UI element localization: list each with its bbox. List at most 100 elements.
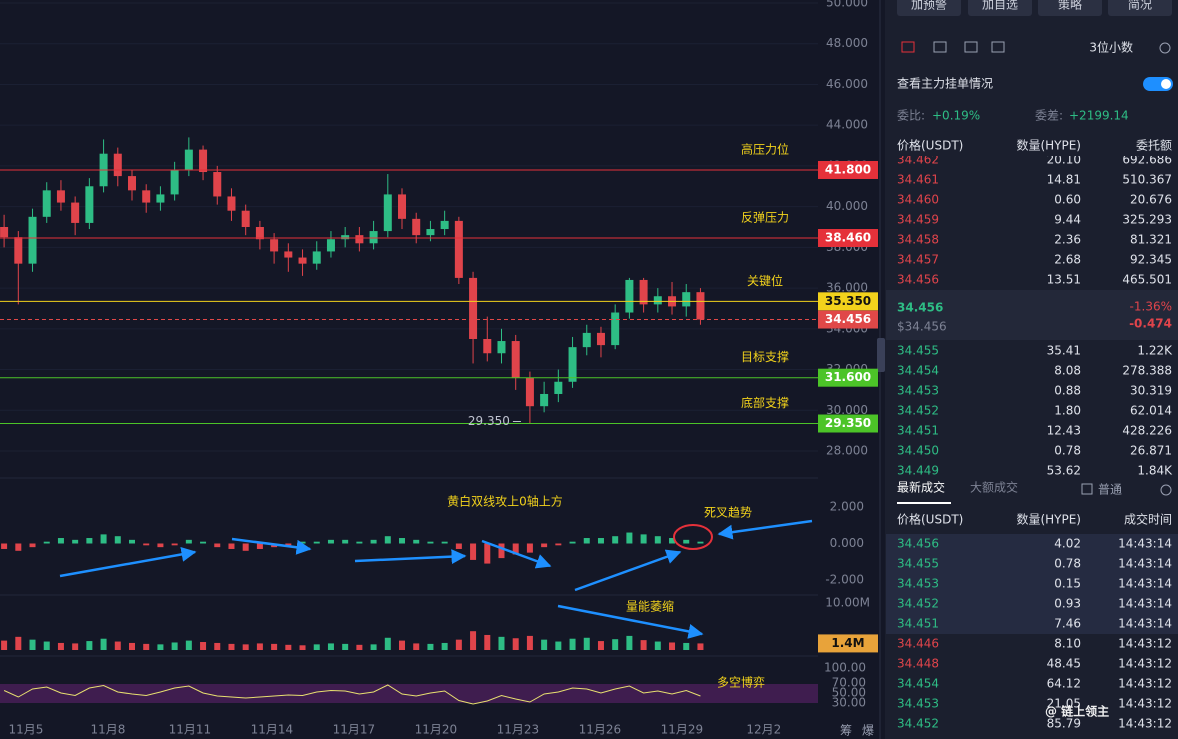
- change: -0.474: [1129, 317, 1172, 331]
- macd-bar: [285, 543, 292, 546]
- bid-cell: 8.08: [1054, 364, 1081, 378]
- rsi-tick-label: 30.00: [832, 696, 866, 710]
- ratio-value: +0.19%: [932, 109, 980, 123]
- volume-bar: [143, 643, 150, 650]
- footer-label: 筹: [840, 724, 852, 738]
- x-tick-label: 11月20: [415, 723, 458, 737]
- volume-bar: [157, 644, 164, 650]
- level-tag-label: 34.456: [825, 312, 871, 326]
- toolbar-button-label: 简况: [1128, 0, 1152, 12]
- trade-price: 34.448: [897, 657, 939, 671]
- panel-handle[interactable]: [877, 338, 885, 372]
- trade-header: 成交时间: [1124, 512, 1172, 527]
- level-note: 目标支撑: [741, 349, 789, 364]
- volume-bar: [214, 642, 221, 650]
- macd-bar: [100, 534, 107, 544]
- candle-body: [170, 169, 179, 195]
- volume-bar: [15, 636, 22, 650]
- arrow: [574, 549, 682, 592]
- macd-bar: [327, 539, 334, 544]
- macd-bar: [640, 534, 647, 544]
- ask-cell: 2.68: [1054, 253, 1081, 267]
- volume-bar: [327, 643, 334, 650]
- candle-body: [682, 292, 691, 307]
- trade-qty: 0.15: [1054, 577, 1081, 591]
- volume-bar: [441, 642, 448, 650]
- trade-qty: 7.46: [1054, 617, 1081, 631]
- bid-cell: 12.43: [1047, 424, 1081, 438]
- arrow: [354, 549, 467, 565]
- macd-bar: [427, 541, 434, 544]
- macd-bar: [43, 541, 50, 544]
- candle-body: [497, 341, 506, 354]
- macd-bar: [583, 538, 590, 544]
- macd-tick-label: -2.000: [825, 573, 864, 587]
- bid-cell: 34.453: [897, 384, 939, 398]
- trade-qty: 4.02: [1054, 537, 1081, 551]
- filter-checkbox[interactable]: [1081, 483, 1093, 495]
- main-orders-link[interactable]: 查看主力挂单情况: [897, 77, 993, 91]
- volume-bar: [200, 642, 207, 650]
- volume-bar: [597, 641, 604, 650]
- y-tick-label: 40.000: [826, 199, 868, 213]
- candle-body: [696, 292, 705, 320]
- y-tick-label: 48.000: [826, 36, 868, 50]
- cross-circle: [673, 524, 713, 550]
- candle-body: [227, 196, 236, 211]
- rsi-tick-label: 100.00: [824, 661, 866, 675]
- macd-bar: [512, 543, 519, 555]
- footer-label: 爆: [862, 724, 874, 738]
- level-tag-label: 35.350: [825, 294, 871, 308]
- macd-tick-label: 0.000: [830, 536, 864, 550]
- ask-cell: 34.461: [897, 173, 939, 187]
- volume-bar: [399, 640, 406, 650]
- volume-bar: [1, 640, 8, 650]
- settings-icon[interactable]: [1159, 42, 1171, 54]
- tab[interactable]: 最新成交: [897, 480, 945, 495]
- trade-qty: 85.79: [1047, 717, 1081, 731]
- tabs-bg: [886, 476, 1178, 506]
- toolbar-button[interactable]: [897, 0, 961, 16]
- settings-icon[interactable]: [1160, 484, 1172, 496]
- macd-bar: [342, 539, 349, 544]
- macd-bar: [1, 543, 8, 549]
- candle-body: [0, 227, 9, 238]
- level-note: 关键位: [747, 273, 783, 288]
- macd-bar: [313, 541, 320, 544]
- toolbar-button[interactable]: [968, 0, 1032, 16]
- candle-body: [412, 218, 421, 236]
- decimals-select[interactable]: 3位小数: [1089, 40, 1133, 55]
- view-icon[interactable]: [964, 41, 978, 53]
- candle-body: [398, 194, 407, 219]
- view-icon[interactable]: [901, 41, 915, 53]
- toolbar-button[interactable]: [1108, 0, 1172, 16]
- candle-body: [341, 235, 350, 240]
- candle-body: [241, 210, 250, 227]
- macd-bar: [214, 543, 221, 548]
- toolbar-button-label: 策略: [1058, 0, 1082, 12]
- volume-bar: [228, 643, 235, 650]
- rsi-tick-label: 50.00: [832, 686, 866, 700]
- rsi-tick-label: 70.00: [832, 676, 866, 690]
- candle-body: [184, 149, 193, 170]
- toolbar-button-label: 加自选: [982, 0, 1018, 12]
- bid-cell: 1.22K: [1137, 344, 1173, 358]
- view-icon[interactable]: [991, 41, 1005, 53]
- ask-cell: 20.676: [1130, 193, 1172, 207]
- volume-bar: [271, 643, 278, 650]
- trade-price: 34.454: [897, 677, 939, 691]
- tab[interactable]: 大额成交: [970, 480, 1018, 495]
- level-tag: [818, 292, 878, 311]
- candle-body: [454, 220, 463, 278]
- candle-body: [611, 312, 620, 346]
- book-header-bg: [886, 134, 1178, 156]
- macd-bar: [555, 543, 562, 546]
- trade-time: 14:43:12: [1118, 657, 1172, 671]
- candle-body: [56, 190, 65, 203]
- view-icon[interactable]: [933, 41, 947, 53]
- volume-bar: [526, 635, 533, 650]
- toolbar-button[interactable]: [1038, 0, 1102, 16]
- volume-bar: [72, 643, 79, 650]
- volume-bar: [86, 641, 93, 650]
- candle-body: [639, 279, 648, 305]
